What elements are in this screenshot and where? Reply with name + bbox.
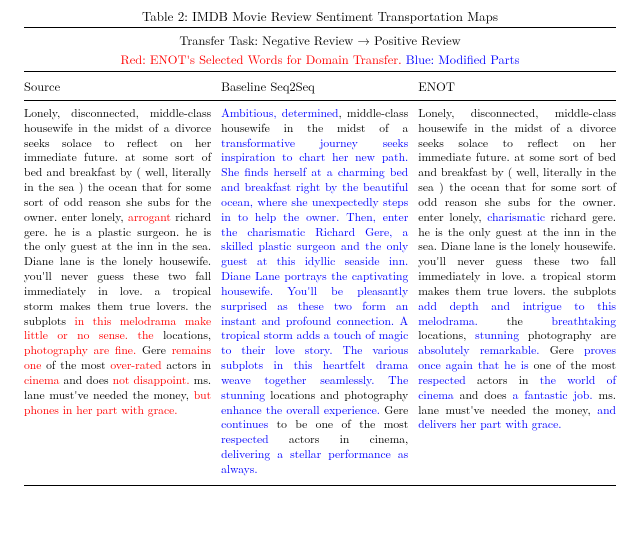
- legend-red: Red: ENOT's Selected Words for Domain Tr…: [121, 50, 402, 68]
- text-run: Lonely, disconnected, middle-class house…: [24, 105, 211, 225]
- text-run: Gere: [380, 402, 408, 418]
- header-source: Source: [24, 75, 221, 97]
- text-run: Gere: [539, 342, 584, 358]
- rule-mid-2: [24, 100, 616, 101]
- header-row: Source Baseline Seq2Seq ENOT: [24, 75, 616, 97]
- legend-line: Red: ENOT's Selected Words for Domain Tr…: [24, 50, 616, 68]
- text-run: locations,: [418, 327, 475, 343]
- text-run: and does: [59, 372, 112, 388]
- cell-source: Lonely, disconnected, middle-class house…: [24, 104, 221, 479]
- task-post: Positive Review: [370, 31, 461, 49]
- blue-run: enhance the overall experience.: [221, 402, 380, 418]
- blue-run: delivering a stellar performance as alwa…: [221, 446, 408, 477]
- transfer-task-line: Transfer Task: Negative Review → Positiv…: [24, 31, 616, 49]
- text-run: locations,: [154, 327, 212, 343]
- rule-top: [24, 27, 616, 28]
- blue-run: charismatic: [487, 209, 545, 225]
- text-run: actors in: [466, 372, 540, 388]
- red-run: cinema: [24, 372, 59, 388]
- text-run: the: [478, 313, 552, 329]
- red-run: photography are fine.: [24, 342, 136, 358]
- red-run: not disappoint.: [113, 372, 190, 388]
- text-run: of the most: [41, 357, 110, 373]
- legend-blue: Blue: Modified Parts: [406, 50, 520, 68]
- header-baseline: Baseline Seq2Seq: [221, 75, 418, 97]
- text-run: to be one of the most: [268, 416, 408, 432]
- text-run: one of the most: [529, 357, 616, 373]
- text-run: locations and photography: [265, 387, 408, 403]
- table-row: Lonely, disconnected, middle-class house…: [24, 104, 616, 479]
- task-pre: Transfer Task: Negative Review: [179, 31, 357, 49]
- blue-run: a fantastic job.: [513, 387, 593, 403]
- text-run: actors in: [162, 357, 212, 373]
- comparison-table: Source Baseline Seq2Seq ENOT: [24, 75, 616, 97]
- blue-run: stunning: [475, 327, 519, 343]
- task-arrow: →: [357, 31, 370, 49]
- header-enot: ENOT: [418, 75, 616, 97]
- blue-run: continues: [221, 416, 268, 432]
- text-run: actors in cinema,: [269, 431, 409, 447]
- text-run: richard gere. he is a plastic surgeon. h…: [24, 209, 211, 329]
- blue-run: respected: [418, 372, 465, 388]
- cell-enot: Lonely, disconnected, middle-class house…: [418, 104, 616, 479]
- rule-mid-1: [24, 71, 616, 72]
- rule-bottom: [24, 485, 616, 486]
- red-run: over-rated: [110, 357, 161, 373]
- text-run: and does: [454, 387, 513, 403]
- text-run: Lonely, disconnected, middle-class house…: [418, 105, 616, 225]
- blue-run: breathtaking: [552, 313, 616, 329]
- comparison-body: Lonely, disconnected, middle-class house…: [24, 104, 616, 479]
- text-run: photography are: [519, 327, 616, 343]
- table-figure: Table 2: IMDB Movie Review Sentiment Tra…: [0, 0, 640, 496]
- red-run: arrogant: [128, 209, 171, 225]
- blue-run: Ambitious, determined: [221, 105, 338, 121]
- blue-run: transformative journey seeks inspiration…: [221, 135, 408, 403]
- cell-baseline: Ambitious, determined, middle-class hous…: [221, 104, 418, 479]
- blue-run: absolutely remarkable.: [418, 342, 539, 358]
- blue-run: respected: [221, 431, 268, 447]
- table-caption: Table 2: IMDB Movie Review Sentiment Tra…: [24, 6, 616, 25]
- text-run: Gere: [136, 342, 172, 358]
